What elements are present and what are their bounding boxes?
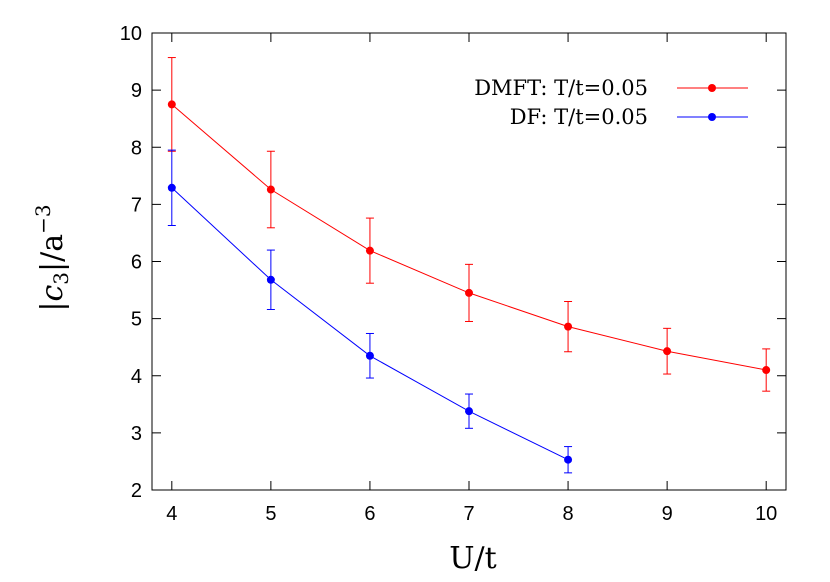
x-tick-label: 10 — [755, 503, 777, 525]
x-tick-label: 6 — [364, 503, 375, 525]
data-point — [762, 366, 771, 375]
series-line — [171, 104, 767, 371]
y-axis-label-sup: −3 — [31, 204, 55, 233]
data-point — [167, 100, 176, 109]
legend-swatch-marker — [708, 84, 716, 92]
legend-swatch-marker — [708, 113, 716, 121]
x-tick-label: 8 — [563, 503, 574, 525]
x-axis-label: U/t — [449, 541, 496, 576]
y-tick-label: 9 — [131, 80, 142, 102]
data-point — [564, 455, 573, 464]
y-axis-label: |c3|/a−3 — [31, 204, 73, 311]
y-tick-label: 8 — [131, 137, 142, 159]
legend: DMFT: T/t=0.05 DF: T/t=0.05 — [474, 76, 748, 129]
x-tick-label: 4 — [166, 503, 177, 525]
y-axis-label-var: c — [35, 285, 70, 302]
x-tick-label: 7 — [463, 503, 474, 525]
axis-ticks: 4 5 6 7 8 9 10 2 3 4 5 6 7 8 9 10 — [120, 23, 786, 525]
y-tick-label: 7 — [131, 194, 142, 216]
data-point — [167, 183, 176, 192]
x-tick-label: 5 — [265, 503, 276, 525]
y-tick-label: 2 — [131, 480, 142, 502]
series-dmft — [167, 57, 771, 392]
data-point — [465, 407, 473, 416]
data-series — [167, 57, 771, 474]
data-point — [663, 347, 672, 356]
data-point — [465, 288, 473, 297]
y-axis-label-close: |/a — [35, 234, 70, 272]
data-point — [365, 351, 374, 360]
data-point — [365, 246, 374, 255]
y-tick-label: 3 — [131, 423, 142, 445]
y-tick-label: 6 — [131, 252, 142, 274]
y-tick-label: 5 — [131, 309, 142, 331]
y-axis-label-open: | — [35, 302, 70, 312]
data-point — [266, 185, 275, 194]
y-tick-label: 4 — [131, 366, 142, 388]
y-axis-label-sub: 3 — [49, 272, 73, 285]
legend-label: DF: T/t=0.05 — [510, 105, 648, 129]
x-tick-label: 9 — [662, 503, 673, 525]
data-point — [564, 322, 573, 331]
data-point — [266, 275, 275, 284]
series-df — [167, 149, 573, 474]
y-tick-label: 10 — [120, 23, 142, 45]
legend-label: DMFT: T/t=0.05 — [474, 76, 648, 100]
